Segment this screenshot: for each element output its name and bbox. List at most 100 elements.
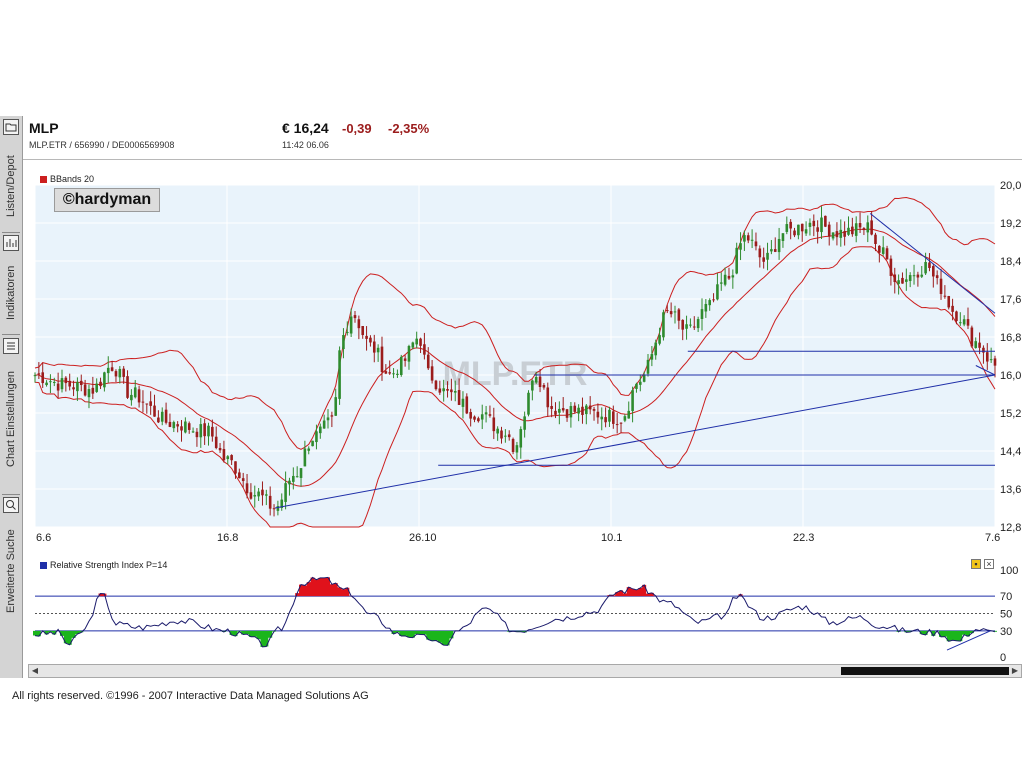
candle-body [388, 372, 391, 374]
candle-body [91, 387, 95, 394]
candle-body [195, 431, 199, 438]
candle-body [442, 388, 445, 392]
candle-body [469, 412, 472, 419]
candle-body [37, 373, 41, 375]
candle-body [881, 247, 885, 254]
candle-body [257, 491, 260, 497]
candle-body [700, 309, 704, 319]
candle-body [816, 227, 819, 232]
candle-body [419, 338, 422, 346]
candles-group [33, 206, 997, 517]
candle-body [623, 416, 627, 421]
candle-body [226, 456, 230, 460]
search-icon[interactable] [3, 497, 19, 513]
candle-body [658, 335, 661, 344]
scroll-right-arrow[interactable]: ▶ [1011, 666, 1019, 675]
rsi-y-tick-label: 50 [1000, 609, 1012, 621]
price-x-tick-label: 6.6 [36, 532, 51, 544]
trendline [869, 213, 996, 314]
candle-body [230, 455, 233, 461]
list-icon[interactable] [3, 338, 19, 354]
candle-body [897, 280, 900, 284]
candle-body [727, 275, 731, 279]
rsi-settings-button[interactable]: ▪ [971, 559, 981, 569]
candle-body [461, 398, 465, 407]
candle-body [719, 282, 723, 284]
chart-scrollbar[interactable]: ◀ ▶ [28, 664, 1022, 678]
candle-body [345, 331, 349, 333]
candle-body [908, 275, 912, 282]
candle-body [214, 436, 218, 448]
security-symbol: MLP [29, 120, 59, 136]
candle-body [885, 248, 889, 260]
candle-body [577, 407, 580, 414]
bbands-lower-line [34, 246, 996, 528]
candle-body [546, 387, 550, 408]
price-x-tick-label: 22.3 [793, 532, 814, 544]
last-price: € 16,24 [282, 120, 329, 136]
candle-body [52, 381, 56, 383]
candle-body [504, 435, 507, 437]
candle-body [45, 382, 48, 386]
candle-body [103, 372, 106, 388]
candle-body [654, 342, 658, 356]
candle-body [238, 472, 241, 479]
candle-body [153, 405, 156, 417]
candle-body [905, 279, 908, 282]
bbands-middle-line [34, 228, 996, 487]
bbands-legend: BBands 20 [40, 174, 94, 184]
candle-body [558, 408, 561, 413]
candle-body [253, 495, 257, 497]
candle-body [207, 425, 210, 437]
scroll-left-arrow[interactable]: ◀ [31, 666, 39, 675]
copyright-footer: All rights reserved. ©1996 - 2007 Intera… [12, 690, 369, 702]
candle-body [692, 326, 696, 328]
candle-body [365, 335, 368, 339]
candle-body [349, 316, 353, 334]
price-change-percent: -2,35% [388, 121, 430, 136]
price-y-tick-label: 18,4 [1000, 256, 1021, 268]
candle-body [793, 230, 796, 236]
candle-body [858, 223, 862, 228]
candle-body [338, 350, 341, 399]
folder-icon[interactable] [3, 119, 19, 135]
candle-body [870, 220, 873, 235]
rsi-y-tick-label: 70 [1000, 591, 1012, 603]
chart-icon[interactable] [3, 235, 19, 251]
price-y-tick-label: 16,0 [1000, 370, 1021, 382]
candle-body [160, 411, 164, 422]
candle-body [731, 275, 735, 278]
candle-body [326, 417, 330, 421]
price-x-tick-label: 16.8 [217, 532, 238, 544]
rsi-y-tick-label: 100 [1000, 565, 1018, 577]
scroll-thumb[interactable] [841, 667, 1009, 675]
candle-body [145, 403, 149, 405]
candle-body [272, 508, 276, 510]
candle-body [480, 414, 484, 420]
trendline [975, 365, 996, 376]
candle-body [423, 344, 426, 355]
candle-body [531, 380, 534, 391]
candle-body [415, 338, 418, 345]
candle-body [295, 476, 299, 478]
rsi-close-button[interactable]: × [984, 559, 994, 569]
candle-body [677, 309, 681, 321]
candle-body [615, 424, 619, 426]
candle-body [612, 411, 615, 424]
left-sidebar: Listen/Depot Indikatoren Chart Einstellu… [0, 116, 23, 678]
candle-body [118, 368, 122, 378]
candle-body [330, 415, 334, 417]
candle-body [411, 342, 415, 348]
candle-body [149, 401, 152, 406]
candle-body [735, 247, 738, 274]
candle-body [770, 249, 773, 252]
candle-body [168, 421, 172, 427]
rsi-y-tick-label: 30 [1000, 626, 1012, 638]
candle-body [261, 489, 264, 496]
candle-body [284, 483, 287, 502]
candle-body [862, 228, 866, 231]
price-y-tick-label: 20,0 [1000, 180, 1021, 192]
candle-body [403, 358, 407, 361]
candle-body [639, 381, 642, 385]
